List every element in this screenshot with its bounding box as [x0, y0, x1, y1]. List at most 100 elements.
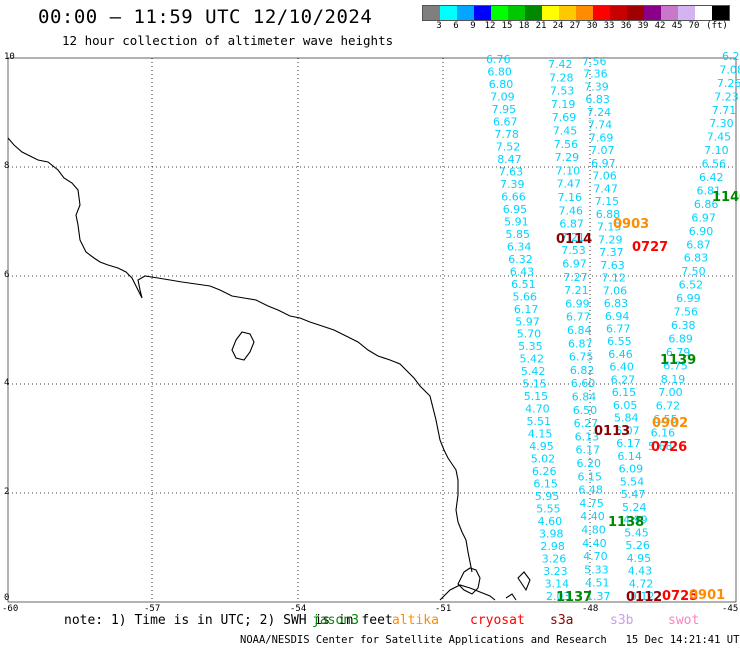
wave-height-value: 7.42	[548, 58, 573, 71]
ytick-2: 2	[4, 487, 10, 497]
wave-height-value: 5.66	[513, 290, 538, 303]
pass-time-label: 0725	[662, 589, 698, 604]
wave-height-value: 7.19	[551, 98, 576, 111]
wave-height-value: 6.40	[609, 361, 634, 374]
wave-height-value: 3.23	[543, 565, 568, 578]
wave-height-value: 6.60	[571, 377, 596, 390]
wave-height-value: 5.45	[624, 526, 649, 539]
wave-height-value: 6.50	[573, 404, 598, 417]
wave-height-value: 7.74	[588, 119, 613, 132]
legend-label: 70	[688, 21, 700, 31]
legend-swatch	[542, 6, 559, 20]
wave-height-value: 4.80	[581, 524, 606, 537]
wave-height-value: 6.75	[569, 351, 594, 364]
wave-height-value: 7.69	[552, 111, 577, 124]
wave-height-labels: 6.766.806.807.097.956.677.787.528.477.63…	[486, 50, 740, 603]
wave-height-value: 4.72	[629, 577, 654, 590]
wave-height-value: 4.15	[528, 428, 553, 441]
legend-swatch	[576, 6, 593, 20]
wave-height-value: 6.17	[576, 444, 601, 457]
wave-height-value: 4.40	[580, 510, 605, 523]
wave-height-value: 5.15	[522, 378, 547, 391]
legend-swatch	[712, 6, 729, 20]
wave-height-value: 6.77	[566, 311, 591, 324]
wave-height-value: 6.66	[501, 190, 526, 203]
wave-height-value: 7.24	[587, 106, 612, 119]
wave-height-value: 6.97	[562, 258, 587, 271]
wave-height-value: 6.26	[532, 465, 557, 478]
wave-height-value: 6.27	[611, 374, 636, 387]
pass-time-label: 0114	[556, 232, 592, 247]
wave-height-value: 5.85	[506, 228, 531, 241]
ytick-4: 4	[4, 378, 10, 388]
wave-height-value: 7.06	[592, 170, 617, 183]
ytick-8: 8	[4, 161, 10, 171]
wave-height-value: 6.76	[486, 53, 511, 66]
wave-height-value: 6.52	[679, 279, 704, 292]
legend-swatch	[610, 6, 627, 20]
wave-height-value: 6.79	[666, 346, 691, 359]
wave-height-value: 7.46	[559, 204, 584, 217]
pass-time-label: 0112	[626, 590, 662, 605]
wave-height-value: 7.27	[563, 271, 588, 284]
wave-height-value: 7.23	[714, 90, 739, 103]
wave-height-value: 6.56	[702, 158, 727, 171]
wave-height-value: 7.16	[558, 191, 583, 204]
wave-height-value: 7.47	[593, 182, 618, 195]
wave-height-value: 5.54	[620, 475, 645, 488]
xtick-45: -45	[722, 604, 739, 614]
xtick-48: -48	[582, 604, 599, 614]
legend-swatch	[593, 6, 610, 20]
legend-label: 39	[637, 21, 649, 31]
legend-label: 42	[654, 21, 666, 31]
wave-height-value: 6.83	[585, 93, 610, 106]
wave-height-value: 8.47	[497, 153, 522, 166]
wave-height-value: 4.51	[585, 577, 610, 590]
pass-time-label: 1139	[660, 353, 696, 368]
wave-height-value: 6.83	[684, 252, 709, 265]
wave-height-value: 5.68	[648, 440, 673, 453]
wave-height-value: 7.63	[499, 165, 523, 178]
wave-height-value: 6.84	[567, 324, 592, 337]
wave-height-value: 2.03	[546, 590, 571, 603]
wave-height-value: 8.19	[661, 373, 686, 386]
legend-swatch	[661, 6, 678, 20]
wave-height-value: 2.98	[540, 540, 565, 553]
xtick-51: -51	[435, 604, 452, 614]
wave-height-value: 5.47	[621, 488, 646, 501]
wave-height-value: 6.75	[663, 359, 688, 372]
legend-label: 30	[586, 21, 598, 31]
satellite-jason3: jason3	[312, 613, 359, 628]
map-frame	[7, 57, 737, 603]
satellite-s3a: s3a	[550, 613, 574, 628]
footer-note: note: 1) Time is in UTC; 2) SWH is in fe…	[64, 613, 393, 628]
legend-label: 24	[552, 21, 564, 31]
wave-height-value: 6.20	[577, 457, 602, 470]
xtick-54: -54	[290, 604, 307, 614]
wave-height-value: 6.83	[604, 297, 629, 310]
wave-height-value: 6.15	[578, 470, 603, 483]
wave-height-value: 6.89	[668, 332, 693, 345]
coastline	[7, 137, 531, 601]
wave-height-value: 7.21	[560, 231, 585, 244]
wave-height-value: 6.43	[510, 265, 535, 278]
wave-height-value: 5.70	[517, 328, 542, 341]
wave-height-value: 4.95	[627, 552, 652, 565]
wave-height-value: 5.84	[614, 412, 639, 425]
legend-label: 45	[671, 21, 683, 31]
wave-height-value: 7.21	[564, 284, 589, 297]
grid	[8, 58, 736, 602]
wave-height-value: 5.42	[520, 353, 545, 366]
wave-height-value: 6.48	[578, 484, 603, 497]
legend-swatch	[457, 6, 474, 20]
wave-height-value: 6.17	[514, 303, 539, 316]
wave-height-value: 6.82	[570, 364, 595, 377]
wave-height-value: 6.84	[572, 391, 597, 404]
wave-height-value: 5.33	[584, 563, 609, 576]
legend-label: 18	[518, 21, 530, 31]
wave-height-value: 7.10	[704, 144, 729, 157]
legend-swatch	[474, 6, 491, 20]
